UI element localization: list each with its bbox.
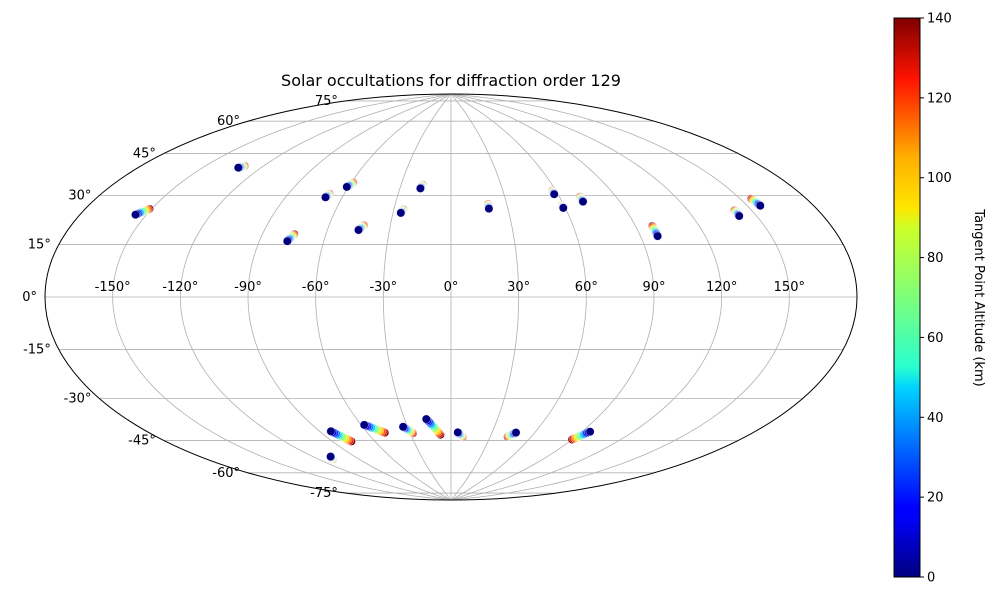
lat-tick-label: 45° <box>133 146 156 161</box>
occultation-points <box>131 161 765 464</box>
lon-tick-label: -120° <box>162 280 198 295</box>
data-point <box>421 414 431 424</box>
data-point <box>755 201 765 211</box>
colorbar-tick-label: 20 <box>927 491 944 506</box>
colorbar-label: Tangent Point Altitude (km) <box>971 208 986 386</box>
data-point <box>511 428 521 437</box>
data-point <box>558 203 568 213</box>
lon-tick-label: -30° <box>369 280 397 295</box>
colorbar-tick-label: 140 <box>927 12 952 27</box>
lat-tick-label: -75° <box>310 486 338 501</box>
data-point <box>585 427 595 437</box>
data-point <box>734 211 744 221</box>
lon-tick-label: 60° <box>575 280 598 295</box>
lat-tick-label: -60° <box>212 466 240 481</box>
data-point <box>354 225 363 235</box>
lon-tick-label: 120° <box>706 280 737 295</box>
map-grid <box>45 94 857 500</box>
data-point <box>131 210 140 220</box>
lat-tick-labels: 75° 60° 45° 30° 15° 0° -15° -30° -45° -60° -75° <box>22 94 338 501</box>
data-point <box>484 204 494 214</box>
lat-tick-label: -15° <box>23 343 51 358</box>
chart-title: Solar occultations for diffraction order… <box>281 71 621 90</box>
data-point <box>415 183 425 193</box>
colorbar-tick-label: 120 <box>927 91 952 106</box>
colorbar <box>893 17 921 578</box>
lat-tick-label: 60° <box>217 114 240 129</box>
data-point <box>453 427 463 437</box>
lat-tick-label: 30° <box>68 189 91 204</box>
data-point <box>549 189 559 199</box>
data-point <box>342 182 352 192</box>
data-point <box>359 420 369 430</box>
colorbar-tick-label: 0 <box>927 571 935 586</box>
data-point <box>653 231 662 241</box>
colorbar-tick-label: 100 <box>927 171 952 186</box>
lon-tick-label: 0° <box>444 280 459 295</box>
colorbar-tick-label: 80 <box>927 251 944 266</box>
lon-tick-label: 90° <box>642 280 665 295</box>
colorbar-tick-label: 40 <box>927 411 944 426</box>
data-point <box>282 236 292 246</box>
lat-tick-label: 0° <box>22 290 37 305</box>
colorbar-ticks: 0 20 40 60 80 100 120 140 <box>920 12 952 586</box>
lat-tick-label: -30° <box>64 392 92 407</box>
lon-tick-label: 150° <box>774 280 805 295</box>
lat-tick-label: 75° <box>315 94 338 109</box>
lat-tick-label: -45° <box>128 434 156 449</box>
lon-tick-label: -90° <box>234 280 262 295</box>
data-point <box>233 163 243 173</box>
lon-tick-label: 30° <box>507 280 530 295</box>
data-point <box>398 422 408 432</box>
lon-tick-label: -60° <box>302 280 330 295</box>
colorbar-tick-label: 60 <box>927 331 944 346</box>
data-point <box>326 426 336 436</box>
data-point <box>321 192 330 202</box>
data-point <box>396 208 406 218</box>
map-boundary <box>44 93 858 501</box>
lat-tick-label: 15° <box>28 237 51 252</box>
data-point <box>578 197 588 207</box>
lon-tick-label: -150° <box>95 280 131 295</box>
lon-tick-labels: -150° -120° -90° -60° -30° 0° 30° 60° 90° 120° 150… <box>95 280 805 295</box>
data-point <box>326 452 335 461</box>
